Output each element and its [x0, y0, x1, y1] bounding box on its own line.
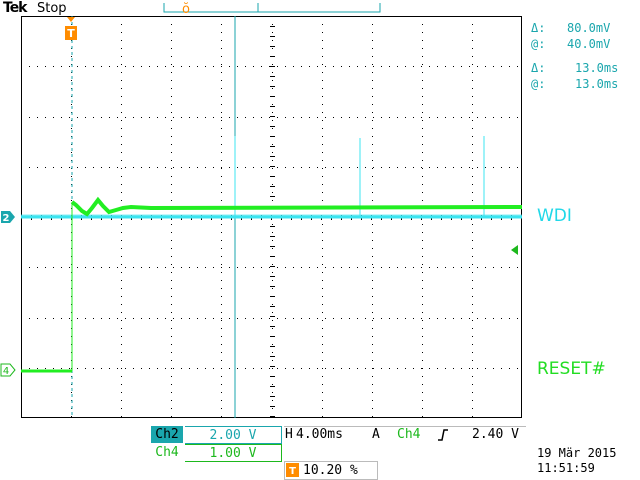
voltage-at-label: @: [531, 37, 546, 51]
ch2-trace [21, 136, 522, 219]
voltage-at-value: 40.0mV [567, 37, 611, 51]
svg-text:T: T [67, 27, 75, 40]
record-position-bar[interactable]: ŏ [160, 0, 384, 16]
voltage-delta-label: Δ: [531, 21, 546, 35]
time-at-label: @: [531, 77, 546, 91]
date-display: 19 Mär 2015 [537, 446, 617, 460]
trigger-position-value: 10.20 % [303, 463, 358, 478]
trigger-marker-icon[interactable]: T [64, 17, 78, 43]
trigger-level[interactable]: 2.40 V [472, 427, 519, 442]
trigger-level-marker-icon[interactable] [510, 244, 520, 256]
svg-text:4: 4 [3, 366, 9, 377]
ch2-name[interactable]: Ch2 [151, 426, 183, 443]
trigger-source[interactable]: Ch4 [397, 427, 421, 442]
svg-text:2: 2 [3, 213, 10, 224]
trigger-mode: A [372, 427, 380, 442]
trigger-position-marker: ŏ [182, 2, 190, 16]
time-delta-label: Δ: [531, 61, 546, 75]
horizontal-label: H [285, 427, 293, 442]
svg-text:T: T [289, 466, 296, 477]
voltage-delta-value: 80.0mV [567, 21, 611, 35]
time-display: 11:51:59 [537, 461, 595, 475]
time-at-value: 13.0ms [575, 77, 619, 91]
trigger-position-icon: T [286, 463, 299, 477]
reset-trace-label: RESET# [537, 359, 606, 379]
ch4-trace [21, 196, 522, 373]
ch2-ground-marker-icon[interactable]: 2 [0, 210, 16, 225]
ch4-name[interactable]: Ch4 [155, 445, 179, 460]
time-delta-value: 13.0ms [575, 61, 619, 75]
ch2-scale[interactable]: 2.00 V [185, 426, 282, 444]
brand-logo: Tek [3, 0, 27, 16]
rising-edge-icon [438, 429, 448, 441]
horizontal-trigger-panel [284, 426, 526, 443]
acquisition-status: Stop [37, 1, 67, 16]
ch4-scale[interactable]: 1.00 V [185, 444, 282, 462]
waveform-display[interactable] [21, 16, 522, 418]
wdi-trace-label: WDI [537, 206, 572, 226]
timebase-value[interactable]: 4.00ms [296, 427, 343, 442]
ch4-ground-marker-icon[interactable]: 4 [0, 363, 16, 378]
